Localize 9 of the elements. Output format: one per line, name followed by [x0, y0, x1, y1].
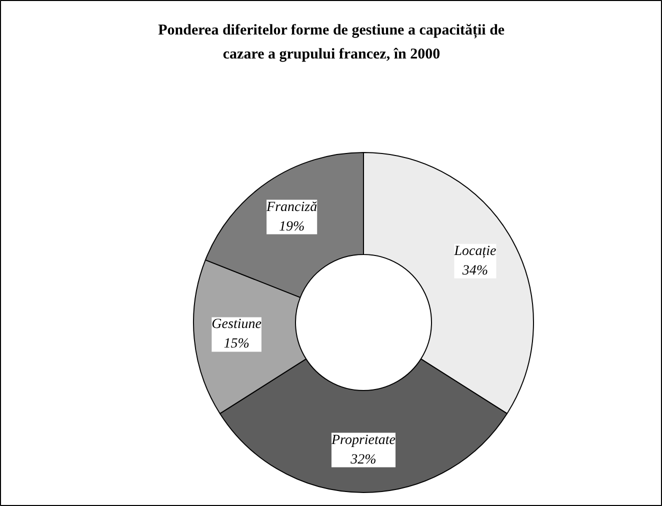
data-label: 15% [224, 336, 250, 352]
data-label: 34% [461, 263, 488, 278]
slice-label: Franciză [266, 200, 318, 215]
slice-label: Proprietate [330, 432, 396, 448]
data-label: 32% [350, 452, 376, 468]
chart-title: Ponderea diferitelor forme de gestiune a capacității de cazare a grupului francez, în 2000 [158, 22, 505, 62]
data-label: 19% [279, 219, 305, 234]
slice-label: Gestiune [212, 317, 262, 332]
slice-label: Locație [453, 244, 496, 259]
